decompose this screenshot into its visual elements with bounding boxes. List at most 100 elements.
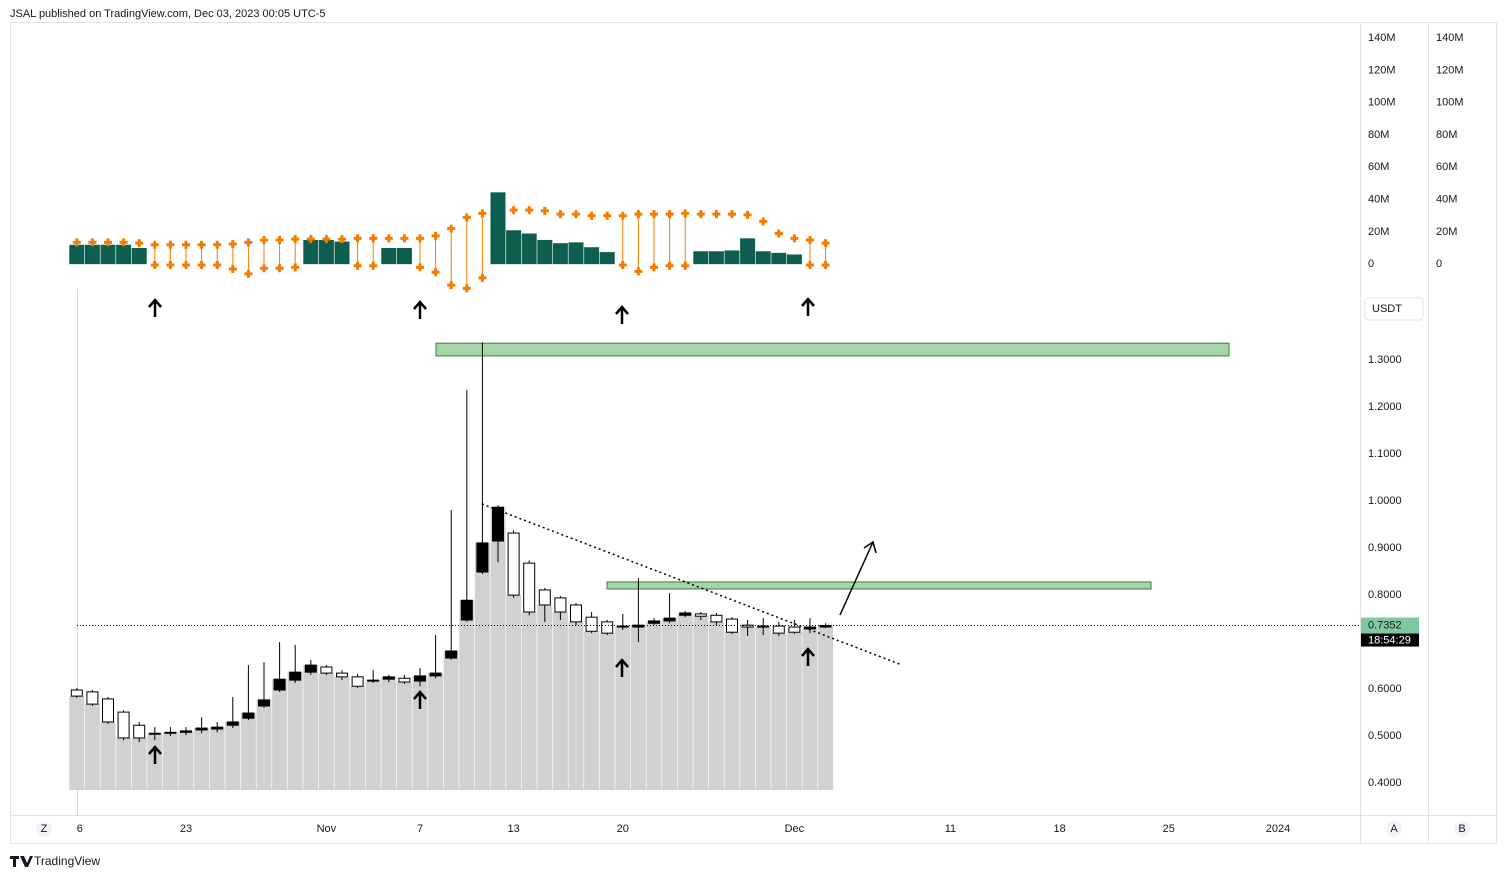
band-marker: [119, 238, 128, 247]
close-column: [225, 721, 241, 790]
candle-body: [211, 726, 224, 730]
arrow: [615, 305, 629, 324]
y-tick-label: 20M: [1436, 226, 1457, 238]
candle-body: [195, 727, 208, 731]
candle-body: [429, 672, 442, 677]
currency-box[interactable]: [1364, 297, 1424, 321]
y-tick-label: 120M: [1436, 64, 1464, 76]
candle-body: [585, 616, 598, 632]
y-tick-label: 20M: [1368, 226, 1389, 238]
close-column: [334, 676, 350, 790]
close-column: [194, 728, 210, 790]
close-column: [318, 673, 334, 790]
band-marker: [400, 234, 409, 243]
close-column: [786, 632, 802, 790]
indicator-bar: [786, 254, 802, 265]
button[interactable]: [36, 821, 52, 837]
candle-body: [523, 562, 536, 613]
close-column: [116, 737, 132, 790]
indicator-bar: [69, 244, 85, 265]
indicator-bar: [740, 238, 756, 265]
indicator-bar: [537, 239, 553, 265]
band-marker: [228, 265, 237, 274]
indicator-bar: [100, 244, 116, 265]
candle-body: [336, 672, 348, 678]
indicator-bar: [381, 248, 397, 265]
y-tick-label: 60M: [1368, 161, 1389, 173]
candle-body: [86, 691, 99, 705]
close-column: [802, 627, 818, 790]
candle-body: [320, 666, 333, 674]
indicator-bar: [318, 239, 334, 265]
indicator-bar: [708, 251, 724, 265]
close-column: [428, 673, 444, 790]
y-tick-label: 60M: [1436, 161, 1457, 173]
currency-label[interactable]: USDT: [1372, 303, 1402, 315]
candle-body: [102, 698, 114, 723]
candle-body: [180, 730, 192, 733]
close-column: [69, 696, 85, 790]
band-marker: [462, 284, 471, 293]
band-marker: [540, 206, 549, 215]
band-marker: [166, 260, 175, 269]
arrow: [801, 647, 815, 666]
close-column: [506, 595, 522, 790]
band-marker: [104, 238, 112, 247]
band-marker: [806, 260, 814, 269]
close-column: [599, 633, 615, 790]
band-marker: [353, 234, 362, 243]
band-marker: [88, 238, 97, 247]
candle-body: [648, 620, 660, 624]
candle-body: [663, 617, 676, 622]
band-marker: [525, 206, 534, 215]
x-tick-label: 20: [617, 823, 629, 835]
candle-body: [226, 721, 239, 726]
y-tick-label: 1.1000: [1368, 448, 1402, 460]
y-tick-label: 140M: [1368, 32, 1396, 44]
arrow: [801, 297, 815, 316]
y-tick-label: 120M: [1368, 64, 1396, 76]
close-column: [724, 632, 740, 790]
button[interactable]: [1454, 821, 1470, 837]
candle-body: [601, 621, 614, 634]
candle-body: [273, 678, 286, 691]
band-marker: [447, 281, 456, 290]
x-tick-label: 6: [77, 823, 83, 835]
close-column: [490, 507, 506, 790]
arrow: [413, 300, 427, 319]
close-column: [740, 627, 756, 790]
band-marker: [806, 235, 814, 244]
band-marker: [447, 224, 456, 233]
candle-body: [804, 626, 816, 630]
close-column: [365, 680, 381, 790]
button[interactable]: [1386, 821, 1402, 837]
brand: TradingView: [34, 854, 100, 868]
band-marker: [338, 235, 346, 244]
close-column: [677, 612, 693, 790]
y-tick-label: 100M: [1368, 97, 1396, 109]
band-marker: [322, 235, 331, 244]
arrow: [413, 690, 427, 709]
zone: [435, 342, 1230, 357]
indicator-bar: [755, 251, 771, 265]
candle-body: [772, 625, 785, 634]
y-tick-label: 0.9000: [1368, 542, 1402, 554]
button-label[interactable]: Z: [41, 823, 48, 835]
band-marker: [431, 268, 440, 277]
band-marker: [743, 210, 752, 219]
indicator-bar: [521, 233, 537, 265]
candle-body: [289, 671, 302, 681]
band-marker: [572, 210, 580, 219]
indicator-bar: [552, 243, 568, 265]
y-tick-label: 0.4000: [1368, 777, 1402, 789]
close-column: [552, 612, 568, 790]
close-column: [240, 713, 256, 790]
button-label[interactable]: A: [1390, 823, 1398, 835]
y-tick-label: 100M: [1436, 97, 1464, 109]
candle-body: [304, 664, 317, 673]
button-label[interactable]: B: [1458, 823, 1465, 835]
band-marker: [166, 240, 175, 249]
band-marker: [353, 261, 362, 270]
close-column: [381, 676, 397, 790]
x-tick-label: 18: [1053, 823, 1065, 835]
